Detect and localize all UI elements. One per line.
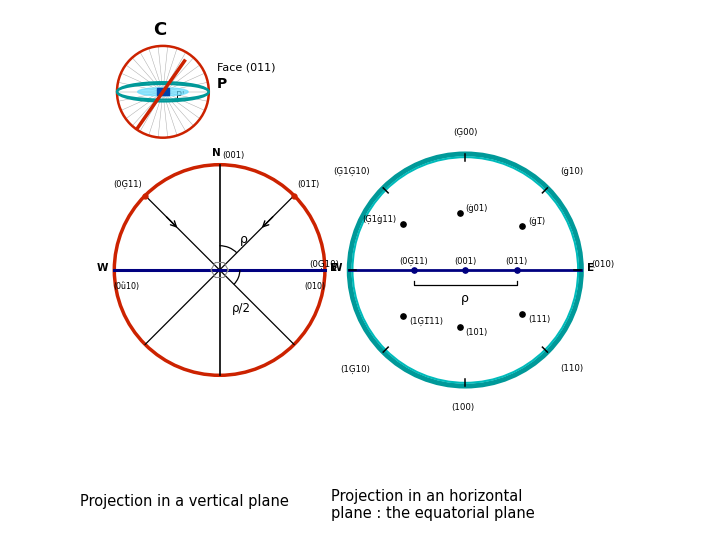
Text: (1Ģ10): (1Ģ10) (340, 364, 370, 374)
Text: (011): (011) (505, 257, 528, 266)
Text: (ġ01): (ġ01) (465, 205, 487, 213)
Text: (ġ1̅): (ġ1̅) (528, 217, 546, 226)
Text: (110): (110) (561, 364, 584, 373)
Text: W: W (96, 264, 108, 273)
Text: P': P' (176, 91, 185, 101)
Text: ρ/2: ρ/2 (232, 302, 251, 315)
Text: P: P (217, 77, 227, 91)
Text: Projection in a vertical plane: Projection in a vertical plane (80, 494, 289, 509)
Bar (157, 88, 168, 95)
Text: (0Ģ11): (0Ģ11) (400, 257, 428, 266)
Text: (100): (100) (451, 403, 474, 413)
Text: Projection in an horizontal
plane : the equatorial plane: Projection in an horizontal plane : the … (331, 489, 535, 521)
Text: (011̅): (011̅) (297, 180, 319, 189)
Text: N: N (212, 148, 221, 158)
Text: (0Ģ10): (0Ģ10) (310, 260, 340, 269)
Text: E: E (587, 264, 594, 273)
Text: (Ģ1Ģ10): (Ģ1Ģ10) (333, 166, 370, 176)
Text: (001): (001) (454, 257, 477, 266)
Text: (0Ģ11): (0Ģ11) (114, 180, 143, 189)
Text: (101): (101) (465, 328, 487, 336)
Text: E: E (330, 264, 338, 273)
Text: (010): (010) (305, 282, 325, 291)
Text: Face (011): Face (011) (217, 63, 276, 73)
Ellipse shape (138, 87, 188, 96)
Text: C: C (153, 21, 167, 39)
Text: ρ: ρ (462, 292, 469, 305)
Text: (0ǜ10): (0ǜ10) (113, 282, 140, 291)
Text: (001): (001) (222, 151, 244, 160)
Text: (010): (010) (591, 260, 614, 269)
Text: (ġ10): (ġ10) (561, 167, 584, 176)
Text: (111): (111) (528, 315, 551, 324)
Text: (1Ģ1̅11): (1Ģ1̅11) (410, 317, 444, 326)
Text: (Ģ1ġ11): (Ģ1ġ11) (363, 215, 397, 224)
Text: (Ģ00): (Ģ00) (453, 127, 477, 137)
Text: ρ: ρ (240, 233, 248, 246)
Text: W: W (330, 264, 342, 273)
